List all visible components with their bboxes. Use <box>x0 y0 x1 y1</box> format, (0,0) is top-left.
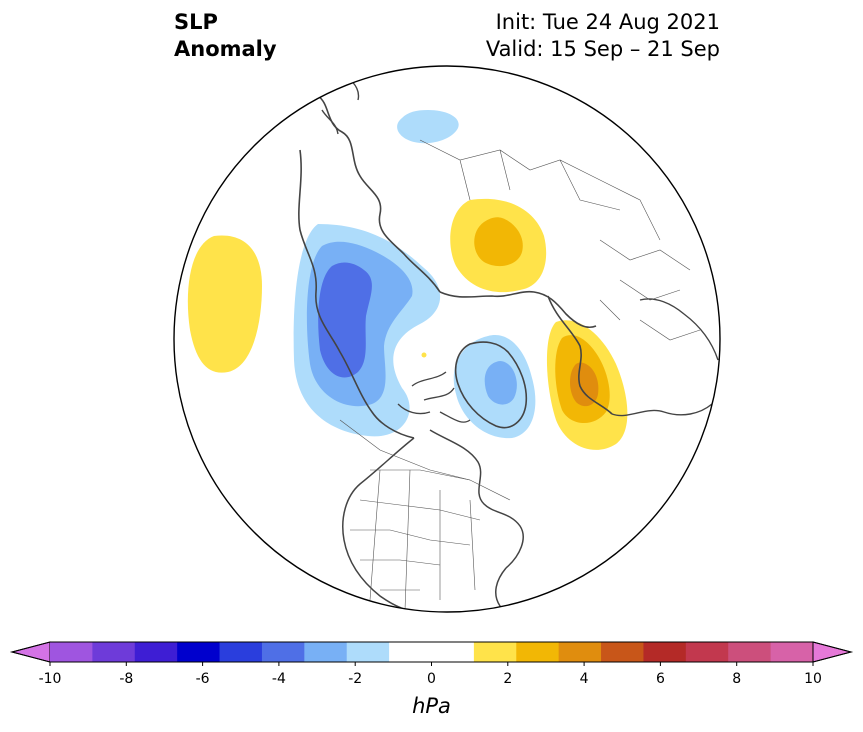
colorbar-tick-label: -6 <box>196 671 210 687</box>
colorbar-box <box>177 642 221 662</box>
valid-period: Valid: 15 Sep – 21 Sep <box>485 37 720 61</box>
anomaly-fill-layer <box>187 110 628 450</box>
coast-alaska-pacific <box>298 149 415 439</box>
colorbar-box <box>643 642 687 662</box>
colorbar-box <box>473 642 517 662</box>
colorbar-tick-label: 10 <box>804 671 822 687</box>
colorbar-tick-label: 4 <box>580 671 589 687</box>
colorbar-tick-label: -10 <box>39 671 62 687</box>
colorbar-box <box>346 642 390 662</box>
colorbar-units: hPa <box>412 694 451 718</box>
anomaly-greenland-negative-core <box>484 360 517 405</box>
colorbar-box <box>685 642 729 662</box>
coast-greenland <box>454 341 528 429</box>
borders-layer <box>339 139 701 611</box>
border-lines-asia <box>419 139 661 241</box>
colorbar-box <box>219 642 263 662</box>
map-boundary <box>173 65 721 613</box>
coast-asia-pacific <box>317 95 441 293</box>
colorbar: -10 -8 -6 -4 -2 0 2 4 6 8 10 <box>10 641 853 687</box>
coast-hudson-bay <box>429 429 524 569</box>
colorbar-box <box>50 642 93 662</box>
border-canada <box>339 419 471 481</box>
map-background <box>174 66 720 612</box>
map-title: SLP Anomaly <box>174 9 277 63</box>
colorbar-extend-high <box>812 641 853 663</box>
anomaly-central-siberia-negative <box>397 110 459 144</box>
polar-map <box>173 65 721 613</box>
colorbar-ticks: -10 -8 -6 -4 -2 0 2 4 6 8 10 <box>39 662 822 687</box>
colorbar-box <box>389 642 432 662</box>
anomaly-siberia-positive-core <box>474 217 523 267</box>
anomaly-atlantic-positive-core <box>570 362 599 407</box>
anomaly-alaska-negative-core <box>318 262 372 378</box>
colorbar-box <box>261 642 305 662</box>
coastlines-layer <box>298 77 719 612</box>
coast-north-america-west <box>342 437 421 612</box>
anomaly-north-pacific-positive <box>187 235 262 373</box>
colorbar-tick-label: -2 <box>348 671 362 687</box>
colorbar-box <box>304 642 348 662</box>
init-date: Init: Tue 24 Aug 2021 <box>495 10 720 34</box>
colorbar-box <box>601 642 644 662</box>
colorbar-tick-label: 2 <box>503 671 512 687</box>
coast-arctic-russia <box>439 290 597 329</box>
coast-canada-archipelago <box>397 371 471 423</box>
title-line-2: Anomaly <box>174 37 277 61</box>
coast-europe-africa <box>611 298 719 417</box>
colorbar-tick-label: -8 <box>119 671 133 687</box>
colorbar-tick-label: 6 <box>656 671 665 687</box>
colorbar-tick-label: 0 <box>427 671 436 687</box>
colorbar-box <box>431 642 475 662</box>
forecast-info: Init: Tue 24 Aug 2021 Valid: 15 Sep – 21… <box>486 9 720 63</box>
colorbar-box <box>134 642 178 662</box>
title-line-1: SLP <box>174 10 218 34</box>
anomaly-small-positive <box>421 352 427 358</box>
colorbar-box <box>728 642 772 662</box>
colorbar-box <box>516 642 560 662</box>
colorbar-tick-label: 8 <box>732 671 741 687</box>
colorbar-extend-low <box>10 641 51 663</box>
colorbar-box <box>558 642 602 662</box>
colorbar-boxes <box>10 641 853 663</box>
coast-scandinavia <box>547 295 613 415</box>
colorbar-box <box>770 642 814 662</box>
colorbar-tick-label: -4 <box>272 671 286 687</box>
colorbar-box <box>92 642 136 662</box>
border-lines-north-america <box>350 469 511 611</box>
border-lines-europe <box>599 239 701 341</box>
